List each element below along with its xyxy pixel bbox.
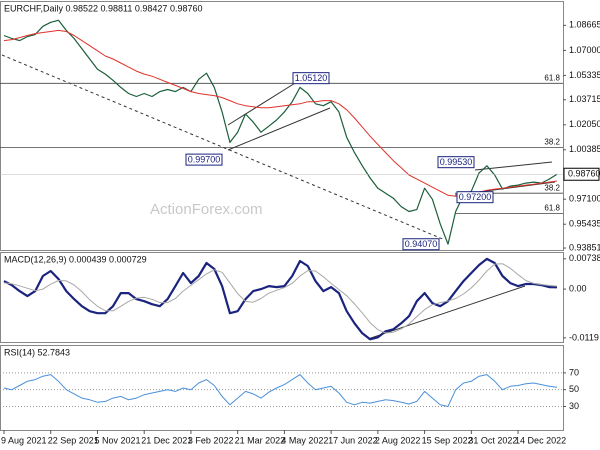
y-tick-label: 0.97100 <box>569 194 600 204</box>
macd-panel <box>0 252 564 343</box>
channel-line <box>227 107 331 151</box>
panel-title: MACD(12,26,9) 0.000439 0.000729 <box>4 254 147 264</box>
y-tick-label: 70 <box>569 367 579 377</box>
annotation-box <box>437 156 475 169</box>
series-line <box>3 374 558 407</box>
annotation-label: 0.97200 <box>459 192 492 202</box>
x-tick-label: 4 May 2022 <box>281 435 328 445</box>
x-tick-label: 21 Mar 2022 <box>235 435 286 445</box>
x-tick-label: 21 Dec 2021 <box>141 435 192 445</box>
x-tick-label: 5 Nov 2021 <box>94 435 140 445</box>
panel-title: RSI(14) 52.7843 <box>4 347 70 357</box>
y-tick-label: 1.00385 <box>569 144 600 154</box>
y-tick-label: 1.07000 <box>569 45 600 55</box>
annotation-label: 0.99530 <box>440 157 473 167</box>
fib-label: 38.2 <box>544 138 560 147</box>
x-tick-label: 31 Oct 2022 <box>468 435 517 445</box>
annotation-box <box>456 191 494 204</box>
annotation-box <box>292 72 330 85</box>
fib-label: 61.8 <box>544 73 560 82</box>
x-tick-label: 17 Jun 2022 <box>328 435 378 445</box>
annotation-label: 1.05120 <box>295 73 328 83</box>
x-tick-label: 3 Feb 2022 <box>188 435 234 445</box>
x-tick-label: 22 Sep 2021 <box>48 435 99 445</box>
panel-title: EURCHF,Daily 0.98522 0.98811 0.98427 0.9… <box>4 3 202 13</box>
price-panel <box>0 1 564 251</box>
y-tick-label: 30 <box>569 401 579 411</box>
annotation-box <box>185 153 223 166</box>
channel-line <box>227 79 301 126</box>
x-tick-label: 15 Sep 2022 <box>422 435 473 445</box>
last-price-label: 0.98760 <box>568 169 600 179</box>
y-tick-label: 1.02050 <box>569 119 600 129</box>
x-tick-label: 9 Aug 2021 <box>1 435 47 445</box>
y-tick-label: 1.08665 <box>569 20 600 30</box>
y-tick-label: -0.0119 <box>569 332 599 342</box>
y-tick-label: 0.00 <box>569 283 587 293</box>
x-tick-label: 14 Dec 2022 <box>515 435 566 445</box>
macd-trend-line <box>367 285 526 340</box>
rsi-panel <box>0 345 564 431</box>
series-line <box>3 257 558 341</box>
annotation-label: 0.99700 <box>188 154 221 164</box>
y-tick-label: 1.05335 <box>569 70 600 80</box>
annotation-box <box>402 238 440 251</box>
x-tick-label: 2 Aug 2022 <box>375 435 421 445</box>
resistance-line <box>474 161 553 171</box>
y-tick-label: 0.95435 <box>569 219 600 229</box>
fib-label: 38.2 <box>544 183 560 192</box>
watermark: ActionForex.com <box>150 201 263 218</box>
annotation-label: 0.94070 <box>405 239 438 249</box>
y-tick-label: 0.00738 <box>569 253 600 263</box>
y-tick-label: 0.93851 <box>569 242 600 252</box>
series-line <box>3 263 558 334</box>
y-tick-label: 50 <box>569 384 579 394</box>
last-price-box <box>563 167 600 181</box>
fib-label: 61.8 <box>544 204 560 213</box>
y-tick-label: 1.03715 <box>569 94 600 104</box>
